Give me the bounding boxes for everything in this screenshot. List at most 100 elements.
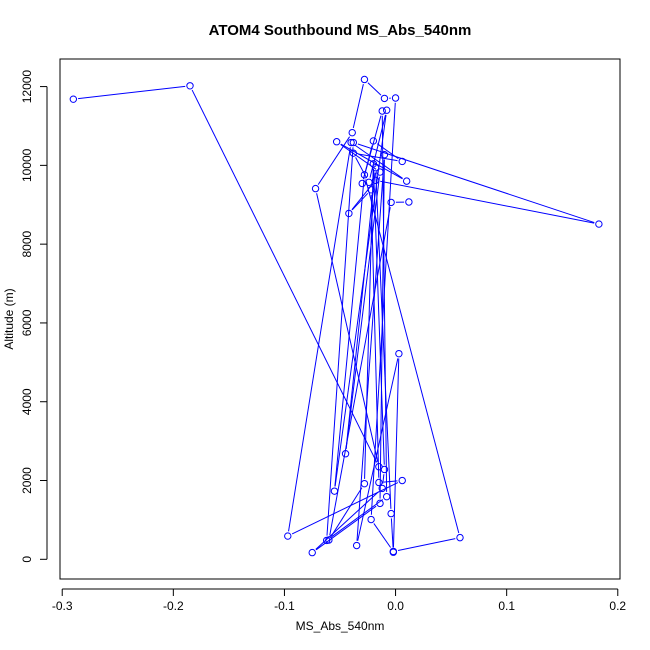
data-point [311,184,320,193]
series-segment [334,114,387,487]
data-point [371,164,380,172]
chart-title: ATOM4 Southbound MS_Abs_540nm [209,22,472,39]
x-tick-label: 0.1 [498,599,515,613]
data-point [398,157,406,166]
series-segment [291,482,399,535]
data-point [186,82,194,90]
data-point [378,107,386,115]
data-point [376,499,384,508]
y-tick-label: 2000 [20,467,34,494]
data-point [369,160,378,168]
series-segment [330,499,384,538]
data-point [349,138,358,147]
x-axis-label: MS_Abs_540nm [296,619,385,633]
data-point [345,209,353,218]
data-point [367,515,375,524]
y-tick-label: 12000 [20,70,34,104]
data-point [380,465,389,474]
x-tick-label: -0.1 [274,599,295,613]
data-point [332,138,341,146]
series-segment [356,159,385,541]
plot-frame [59,58,621,580]
data-point [595,220,603,228]
data-point [347,138,355,147]
data-point [389,548,398,556]
y-tick-label: 0 [20,556,34,563]
y-axis-label: Altitude (m) [2,288,16,349]
data-point [380,151,389,159]
x-tick-label: -0.2 [163,599,184,613]
series-segment [345,176,380,450]
data-point [395,349,403,358]
series-segment [334,179,365,487]
series-segment [375,172,392,509]
data-point [352,541,361,550]
series-segment [326,147,354,536]
y-tick-label: 10000 [20,148,34,182]
data-point [360,479,369,488]
data-point [308,548,316,557]
series-segment [392,358,400,548]
x-tick-label: 0.2 [609,599,626,613]
data-point [348,128,356,137]
data-point [382,106,391,114]
series-segment [382,474,385,484]
data-point [69,95,78,103]
data-point [376,168,384,176]
data-point [325,536,333,544]
data-point [382,492,391,501]
data-point [378,484,386,493]
x-axis: -0.3 -0.2 -0.1 0.0 0.1 0.2 [52,588,626,613]
series-segment [357,153,398,162]
series-segment [373,523,392,548]
series-segment [357,143,595,224]
data-point [360,75,369,84]
series-segment [317,136,351,185]
y-axis: 0 2000 4000 6000 8000 10000 12000 [20,70,48,563]
data-point [371,176,380,185]
series-segment [379,159,385,499]
data-point [391,94,400,102]
data-point [402,177,411,185]
data-point [367,186,375,194]
x-tick-label: -0.3 [52,599,73,613]
series-segment [329,207,391,536]
data-point [349,149,358,157]
data-point [341,450,350,458]
data-point [360,171,369,179]
x-tick-label: 0.0 [387,599,404,613]
series-layer [69,75,603,557]
series-segment [351,183,373,211]
data-point [387,509,395,518]
series-segment [315,505,377,551]
series-segment [345,172,376,450]
series-segment [365,179,460,534]
series-segment [380,180,595,224]
series-segment [363,115,382,179]
data-point [405,198,413,206]
series-segment [354,144,404,179]
data-point [398,476,406,485]
series-segment [288,147,351,532]
y-tick-label: 6000 [20,309,34,336]
series-segment [370,102,396,515]
series-segment [191,89,378,463]
data-point [387,198,395,207]
series-segment [351,192,369,211]
data-point [456,533,464,542]
data-point [330,487,339,495]
y-tick-label: 8000 [20,230,34,257]
data-point [375,478,383,487]
y-tick-label: 4000 [20,388,34,415]
data-point [284,532,292,540]
series-segment [390,518,394,548]
series-segment [315,491,380,550]
data-point [369,137,378,145]
data-point [358,179,366,188]
series-segment [370,194,380,478]
series-segment [316,193,379,463]
series-segment [78,85,186,100]
data-point [380,94,389,103]
series-segment [331,487,363,537]
